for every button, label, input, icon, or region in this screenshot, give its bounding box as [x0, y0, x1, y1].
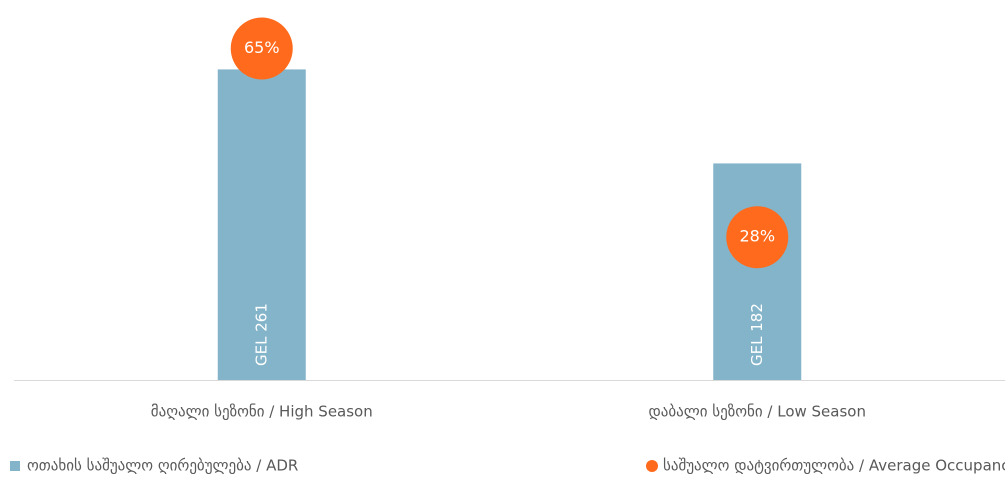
bar [217, 69, 306, 380]
bar-value-label: GEL 182 [748, 303, 766, 366]
legend-swatch [646, 460, 658, 472]
legend-label: საშუალო დატვირთულობა / Average Occupancy [663, 457, 1005, 475]
occupancy-point [726, 206, 789, 269]
point-value-label: 65% [244, 38, 280, 57]
x-tick-label: დაბალი სეზონი / Low Season [649, 403, 866, 421]
bar [713, 163, 802, 380]
bar-value-label: GEL 261 [252, 303, 270, 366]
x-tick-label: მაღალი სეზონი / High Season [151, 403, 373, 421]
point-value-label: 28% [739, 227, 775, 246]
legend-label: ოთახის საშუალო ღირებულება / ADR [27, 457, 298, 475]
occupancy-point [230, 17, 293, 80]
legend-swatch [10, 461, 20, 471]
